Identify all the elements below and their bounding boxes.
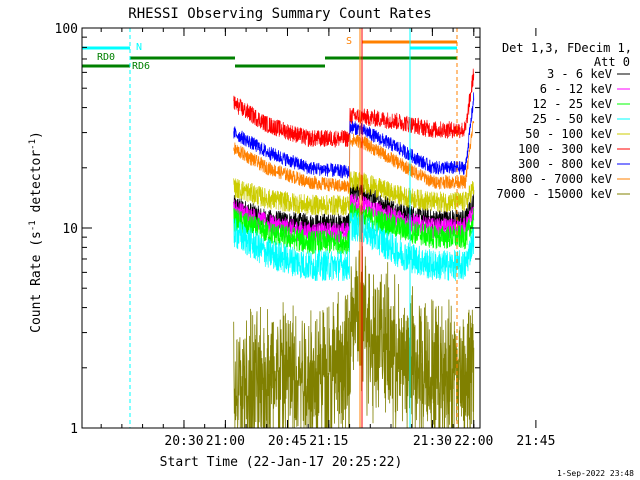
series-line-4 (233, 211, 475, 282)
y-axis-ticks: 100 10 1 (55, 22, 480, 437)
legend-label-2: 6 - 12 keV (540, 82, 612, 96)
x-tick-label-3: 21:15 (309, 434, 348, 449)
legend-label-3: 12 - 25 keV (533, 97, 612, 111)
x-tick-label-0: 20:30 (164, 434, 203, 449)
series-line-8 (233, 121, 475, 194)
flag-label-rd6: RD6 (132, 61, 150, 72)
flag-bars: N RD0 RD6 S (82, 36, 457, 72)
series-line-7 (233, 92, 475, 179)
footer-timestamp: 1-Sep-2022 23:48 (557, 469, 634, 478)
y-tick-label-0: 100 (55, 22, 78, 37)
series-line-5 (233, 171, 475, 216)
x-axis-label: Start Time (22-Jan-17 20:25:22) (160, 455, 403, 470)
x-tick-label-4: 21:30 (413, 434, 452, 449)
y-tick-label-1: 10 (62, 222, 78, 237)
legend-label-4: 25 - 50 keV (533, 112, 612, 126)
flag-label-n: N (136, 42, 142, 53)
series-line-9 (233, 246, 475, 429)
vertical-markers (129, 28, 458, 428)
series-line-6 (233, 68, 475, 148)
legend-label-8: 800 - 7000 keV (511, 172, 612, 186)
x-tick-label-1: 20:45 (268, 434, 307, 449)
y-tick-label-2: 1 (70, 422, 78, 437)
x-tick-label-2: 21:00 (206, 434, 245, 449)
legend-label-5: 50 - 100 keV (525, 127, 612, 141)
legend-label-6: 100 - 300 keV (518, 142, 612, 156)
x-axis-ticks: 20:30 20:45 21:00 21:15 21:30 21:45 22:00 (100, 28, 555, 449)
chart-title: RHESSI Observing Summary Count Rates (128, 6, 431, 22)
x-tick-label-6: 22:00 (454, 434, 493, 449)
legend-label-7: 300 - 800 keV (518, 157, 612, 171)
legend-label-9: 7000 - 15000 keV (496, 187, 612, 201)
legend-header-line-1: Det 1,3, FDecim 1, (502, 41, 632, 55)
legend-label-1: 3 - 6 keV (547, 67, 612, 81)
x-tick-label-5: 21:45 (516, 434, 555, 449)
y-axis-label: Count Rate (s-1 detector-1) (28, 131, 44, 333)
flag-label-s: S (346, 36, 352, 47)
legend-header-line-2: Att 0 (594, 55, 630, 69)
plot-series (233, 68, 475, 429)
flag-label-rd0: RD0 (97, 52, 115, 63)
